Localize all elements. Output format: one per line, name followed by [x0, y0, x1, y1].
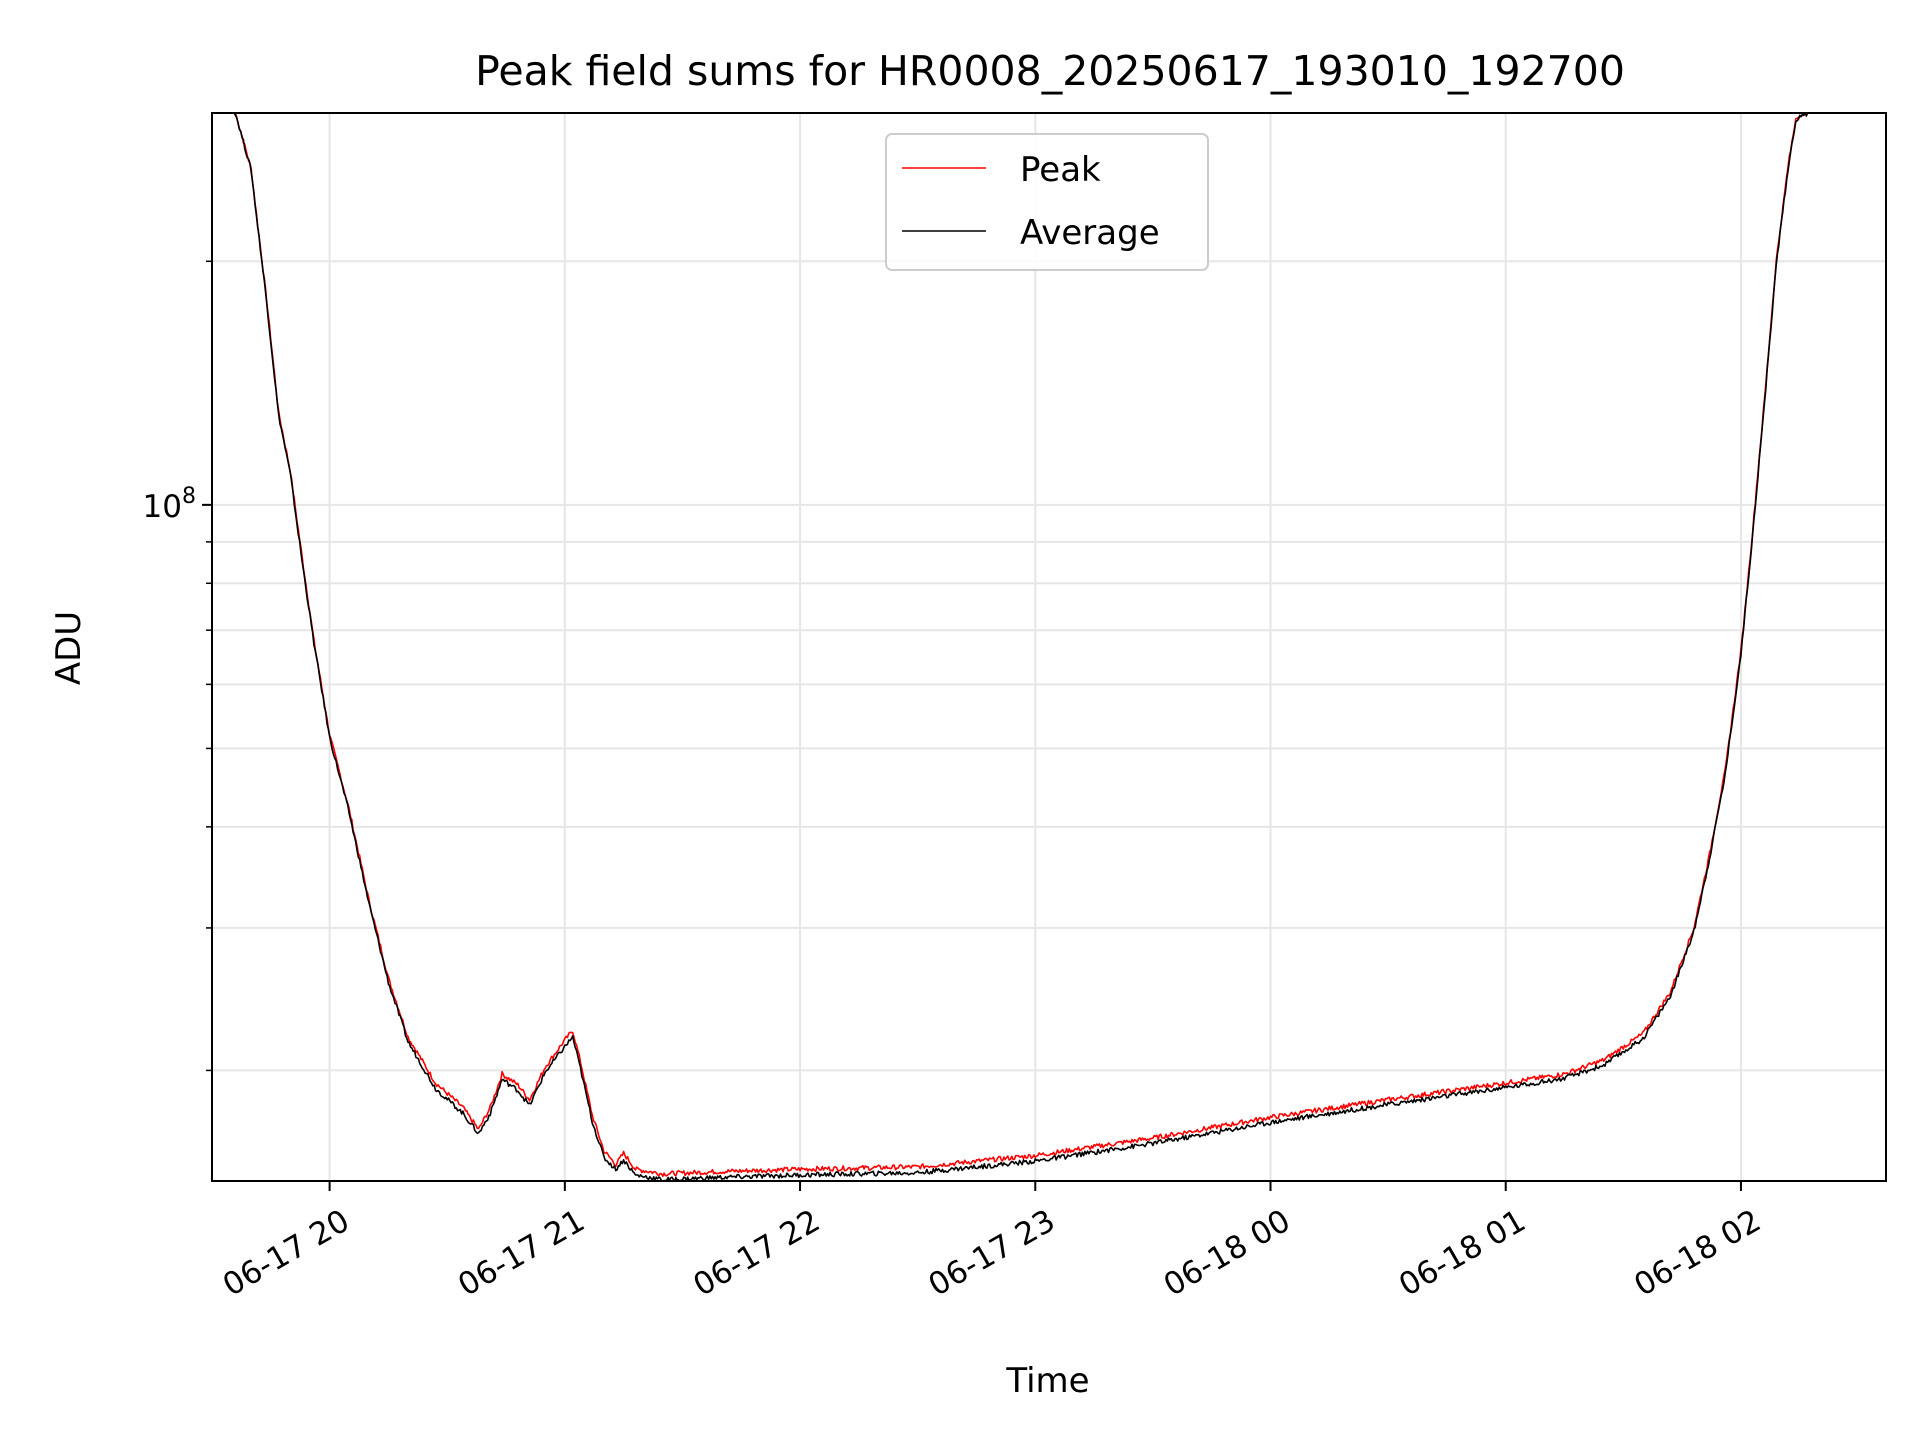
chart-title: Peak field sums for HR0008_20250617_1930… [475, 47, 1625, 95]
x-axis-label: Time [1005, 1361, 1089, 1401]
legend-label-average: Average [1020, 213, 1160, 253]
y-axis-ticks: 108 [143, 260, 212, 1072]
y-axis-label: ADU [49, 611, 89, 685]
series-line-peak [212, 113, 1886, 1178]
series-line-average [212, 113, 1886, 1181]
y-tick-label: 108 [143, 484, 196, 525]
legend-label-peak: Peak [1020, 150, 1101, 190]
plot-frame [211, 112, 1887, 1182]
legend: Peak Average [885, 133, 1209, 271]
series-lines [212, 113, 1886, 1181]
